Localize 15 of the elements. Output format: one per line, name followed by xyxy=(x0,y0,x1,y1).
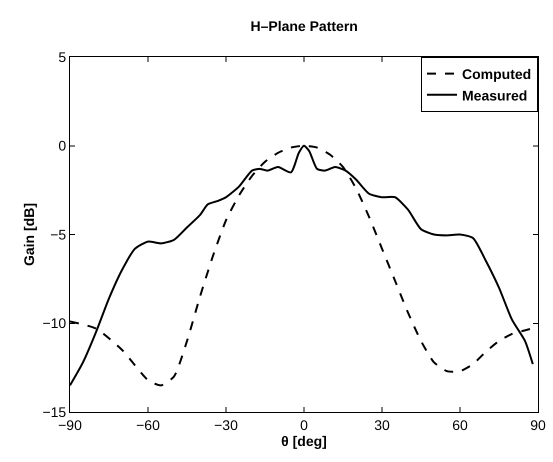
x-tick-label: −30 xyxy=(214,416,238,433)
x-tick-label: 30 xyxy=(374,416,390,433)
x-tick-label: 90 xyxy=(530,416,546,433)
x-tick-label: 60 xyxy=(452,416,468,433)
legend-label: Measured xyxy=(462,87,528,104)
x-tick-label: −60 xyxy=(136,416,160,433)
x-tick-label: 0 xyxy=(300,416,308,433)
chart-title: H–Plane Pattern xyxy=(250,18,358,34)
y-tick-label: −10 xyxy=(42,315,66,332)
y-tick-label: 0 xyxy=(58,138,66,154)
y-tick-label: −5 xyxy=(50,226,66,242)
legend-label: Computed xyxy=(462,66,532,82)
y-tick-label: 5 xyxy=(58,48,66,65)
y-axis-title: Gain [dB] xyxy=(21,203,38,266)
x-axis-title: θ [deg] xyxy=(281,433,327,450)
